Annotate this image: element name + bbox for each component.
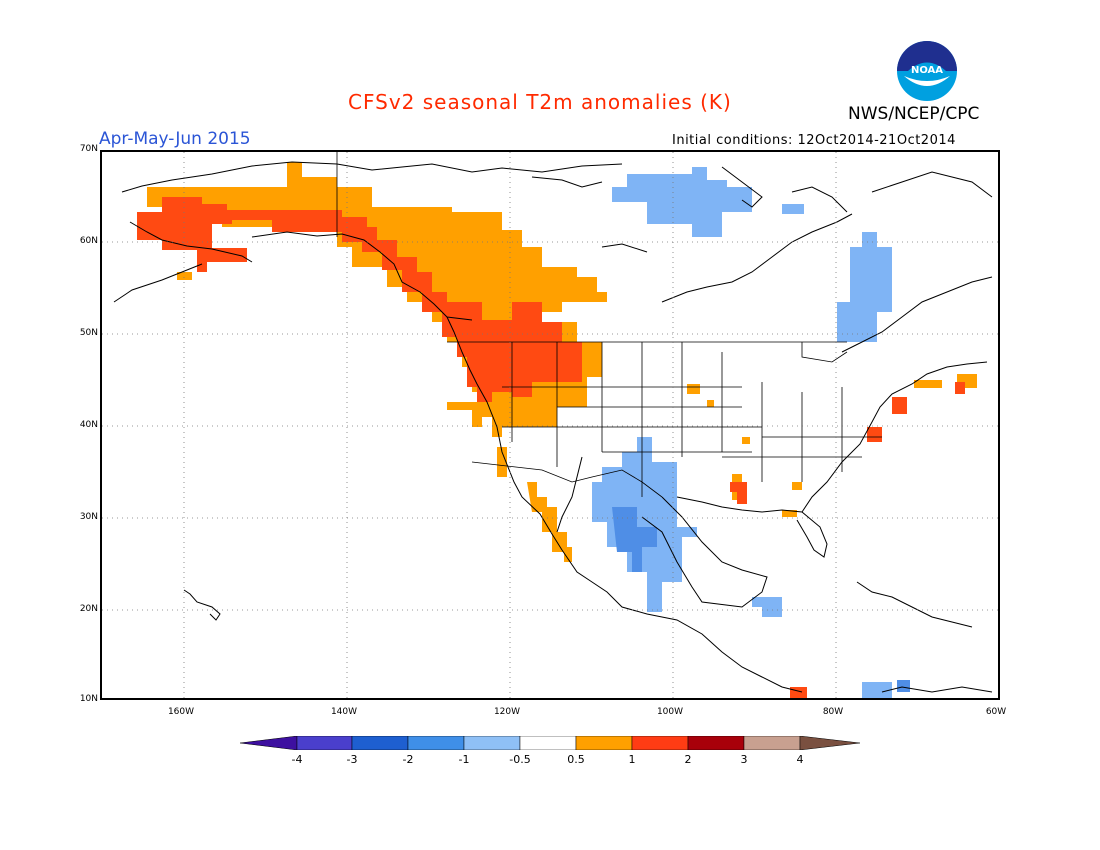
anomaly-midblue-regions xyxy=(612,507,910,692)
colorbar-label-3: 3 xyxy=(740,753,748,766)
lon-label-140w: 140W xyxy=(330,707,358,717)
lat-label-70n: 70N xyxy=(79,144,98,154)
map-canvas xyxy=(102,152,998,698)
political-borders xyxy=(336,152,882,498)
agency-label: NWS/NCEP/CPC xyxy=(848,104,980,124)
initial-conditions-label: Initial conditions: 12Oct2014-21Oct2014 xyxy=(672,133,956,148)
chart-title: CFSv2 seasonal T2m anomalies (K) xyxy=(348,90,732,114)
lat-label-40n: 40N xyxy=(79,420,98,430)
colorbar-bin-7 xyxy=(631,735,689,751)
colorbar-label-4: 4 xyxy=(796,753,804,766)
colorbar-bin-5 xyxy=(519,735,577,751)
lon-label-80w: 80W xyxy=(822,707,844,717)
colorbar-label-m4: -4 xyxy=(291,753,303,766)
lat-label-20n: 20N xyxy=(79,604,98,614)
lon-label-160w: 160W xyxy=(167,707,195,717)
colorbar xyxy=(239,735,861,751)
lon-label-60w: 60W xyxy=(985,707,1007,717)
coastlines xyxy=(113,161,993,693)
colorbar-lt-4 xyxy=(239,735,298,751)
colorbar-bin-6 xyxy=(575,735,633,751)
colorbar-bin-8 xyxy=(687,735,745,751)
colorbar-bin-1 xyxy=(296,735,353,751)
colorbar-label-m3: -3 xyxy=(346,753,358,766)
colorbar-label-m05: -0.5 xyxy=(509,753,531,766)
logo-text: NOAA xyxy=(911,65,943,76)
colorbar-label-2: 2 xyxy=(684,753,692,766)
colorbar-bin-3 xyxy=(407,735,465,751)
colorbar-gt-4 xyxy=(799,735,861,751)
colorbar-label-m1: -1 xyxy=(458,753,470,766)
colorbar-bin-4 xyxy=(463,735,521,751)
colorbar-bin-9 xyxy=(743,735,801,751)
season-label: Apr-May-Jun 2015 xyxy=(99,129,251,149)
lat-label-10n: 10N xyxy=(79,694,98,704)
lon-label-120w: 120W xyxy=(493,707,521,717)
colorbar-label-m2: -2 xyxy=(402,753,414,766)
noaa-logo: NOAA xyxy=(896,40,958,102)
lat-label-60n: 60N xyxy=(79,236,98,246)
lon-label-100w: 100W xyxy=(656,707,684,717)
lat-label-30n: 30N xyxy=(79,512,98,522)
lat-label-50n: 50N xyxy=(79,328,98,338)
anomaly-lightblue-regions xyxy=(592,167,892,698)
colorbar-label-1: 1 xyxy=(628,753,636,766)
colorbar-label-05: 0.5 xyxy=(567,753,585,766)
anomaly-map xyxy=(100,150,1000,700)
colorbar-bin-2 xyxy=(351,735,409,751)
anomaly-red-regions xyxy=(137,197,965,698)
